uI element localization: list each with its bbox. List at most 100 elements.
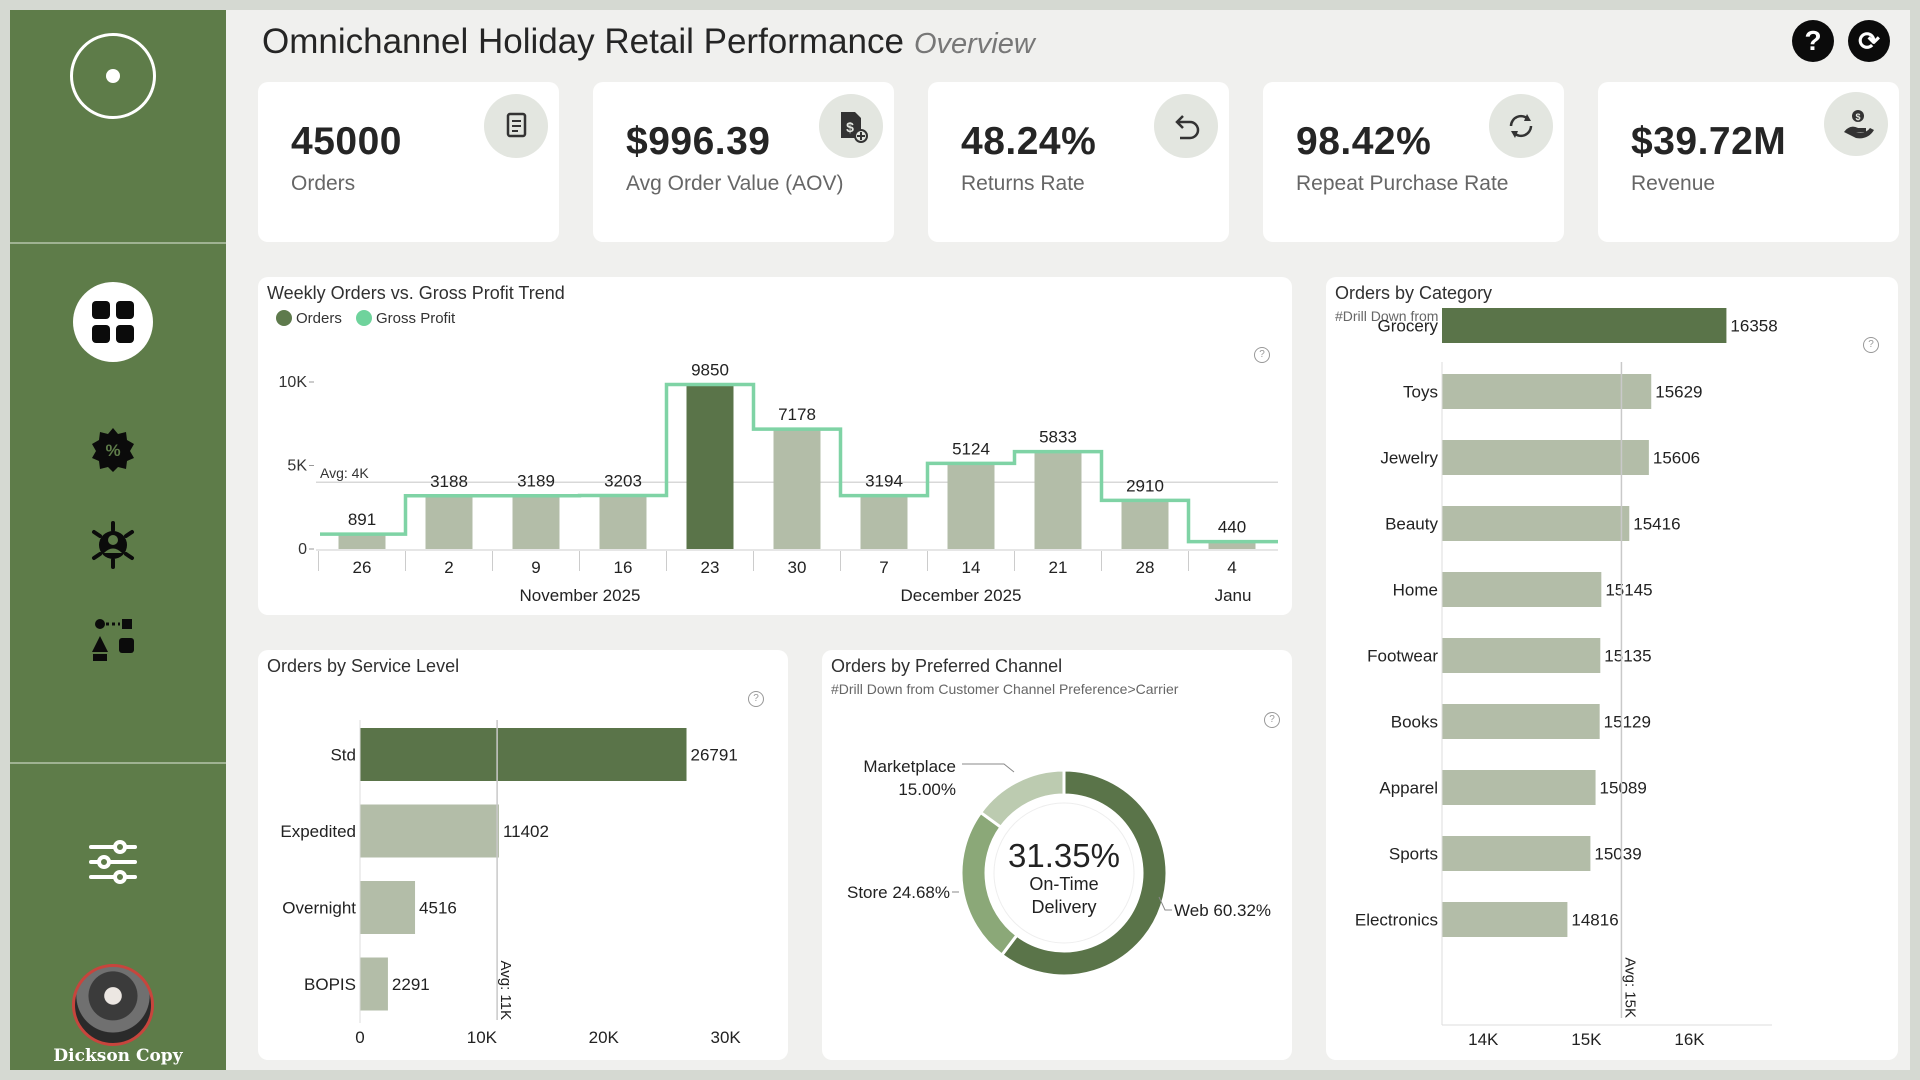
x-tick-label: 2 xyxy=(444,558,453,577)
x-tick-label: 26 xyxy=(353,558,372,577)
filter-sliders-icon[interactable] xyxy=(88,837,138,887)
center-value: 31.35% xyxy=(1008,837,1120,874)
help-button[interactable]: ? xyxy=(1792,20,1834,62)
bar-orders-9 xyxy=(512,495,560,549)
bar-orders-21 xyxy=(1034,451,1082,549)
legend-label-gross-profit: Gross Profit xyxy=(376,310,456,327)
kpi-label: Avg Order Value (AOV) xyxy=(626,172,844,195)
nav-dashboard-button[interactable] xyxy=(73,282,153,362)
x-tick-label: 23 xyxy=(701,558,720,577)
category-label: Grocery xyxy=(1378,317,1439,336)
refresh-button[interactable]: ⟳ xyxy=(1848,20,1890,62)
data-label: 16358 xyxy=(1730,317,1777,336)
customer-network-icon[interactable] xyxy=(88,520,138,570)
data-label: 5833 xyxy=(1039,428,1077,447)
category-label: Apparel xyxy=(1379,779,1438,798)
discount-badge-icon[interactable]: % xyxy=(90,426,136,472)
data-label: 9850 xyxy=(691,361,729,380)
bar-bopis xyxy=(360,957,388,1011)
workflow-icon[interactable] xyxy=(90,616,136,662)
slice-label: Web 60.32% xyxy=(1174,901,1271,920)
help-icon[interactable]: ? xyxy=(1254,347,1270,363)
center-label: Delivery xyxy=(1031,897,1096,917)
data-label: 3194 xyxy=(865,472,903,491)
x-tick-label: 10K xyxy=(467,1028,498,1047)
bar-beauty xyxy=(1442,506,1630,541)
gross-profit-step-line xyxy=(320,382,1278,544)
receipt-icon xyxy=(484,94,548,158)
bar-home xyxy=(1442,572,1602,607)
center-label: On-Time xyxy=(1029,874,1098,894)
data-label: 14816 xyxy=(1571,911,1618,930)
help-icon[interactable]: ? xyxy=(748,691,764,707)
category-label: Footwear xyxy=(1367,647,1438,666)
dashboard-grid-icon xyxy=(92,301,134,343)
avatar[interactable] xyxy=(72,964,154,1046)
legend-label-orders: Orders xyxy=(296,310,342,327)
service-level-chart: Std 26791 Expedited 11402 Overnight 4516 BOPIS… xyxy=(280,720,742,1047)
data-label: 3189 xyxy=(517,472,555,491)
x-tick-label: 15K xyxy=(1571,1030,1602,1049)
x-month-label: December 2025 xyxy=(901,586,1022,605)
page-subtitle: Overview xyxy=(913,28,1035,60)
average-label: Avg: 15K xyxy=(1621,957,1638,1018)
weekly-trend-chart: 0 5K 10K Avg: 4K 891 26 3188 2 3189 9 3203 16 9850 23… xyxy=(279,361,1278,605)
bar-overnight xyxy=(360,881,416,934)
data-label: 4516 xyxy=(419,899,457,918)
data-label: 891 xyxy=(348,510,376,529)
average-label: Avg: 4K xyxy=(320,465,369,481)
bar-orders-30 xyxy=(773,429,821,549)
help-icon[interactable]: ? xyxy=(1264,712,1280,728)
x-tick-label: 30K xyxy=(711,1028,742,1047)
data-label: 15629 xyxy=(1655,383,1702,402)
x-tick-label: 30 xyxy=(788,558,807,577)
service-level-panel: Orders by Service Level ? Std 26791 Expedi… xyxy=(258,650,788,1060)
kpi-card-repeat-purchase-rate: 98.42% Repeat Purchase Rate xyxy=(1263,82,1564,242)
kpi-card-revenue: $39.72M Revenue $ xyxy=(1598,82,1899,242)
bar-std xyxy=(360,728,687,781)
channel-panel: Orders by Preferred Channel #Drill Down … xyxy=(822,650,1292,1060)
category-label: Books xyxy=(1391,713,1438,732)
kpi-label: Revenue xyxy=(1631,172,1716,195)
data-label: 5124 xyxy=(952,439,990,458)
category-label: Expedited xyxy=(280,822,356,841)
bar-orders-4 xyxy=(1208,541,1256,549)
bar-footwear xyxy=(1442,638,1601,673)
category-label: Std xyxy=(330,746,356,765)
y-tick-label: 10K xyxy=(279,374,308,391)
data-label: 2291 xyxy=(392,975,430,994)
category-chart: Grocery 16358 Toys 15629 Jewelry 15606 Beauty 1… xyxy=(1355,308,1778,1049)
x-tick-label: 7 xyxy=(879,558,888,577)
category-label: Jewelry xyxy=(1380,449,1438,468)
y-tick-label: 5K xyxy=(287,458,307,475)
chart-title: Weekly Orders vs. Gross Profit Trend xyxy=(267,283,565,303)
chart-title: Orders by Preferred Channel xyxy=(831,656,1063,676)
x-tick-label: 16K xyxy=(1674,1030,1705,1049)
x-tick-label: 9 xyxy=(531,558,540,577)
bar-electronics xyxy=(1442,902,1568,937)
return-arrow-icon xyxy=(1154,94,1218,158)
bar-jewelry xyxy=(1442,440,1649,475)
logo-icon[interactable] xyxy=(70,33,156,119)
money-doc-icon: $ xyxy=(819,94,883,158)
data-label: 3188 xyxy=(430,472,468,491)
bar-sports xyxy=(1442,836,1591,871)
x-month-label: Janu xyxy=(1215,586,1252,605)
data-label: 26791 xyxy=(691,746,738,765)
category-label: Sports xyxy=(1389,845,1438,864)
chart-title: Orders by Service Level xyxy=(267,656,460,676)
kpi-value: $996.39 xyxy=(626,120,771,163)
bar-toys xyxy=(1442,374,1652,409)
kpi-card-orders: 45000 Orders xyxy=(258,82,559,242)
x-tick-label: 4 xyxy=(1227,558,1236,577)
average-label: Avg: 11K xyxy=(497,961,514,1021)
leader-line xyxy=(962,763,1015,773)
bar-apparel xyxy=(1442,770,1596,805)
chart-subtitle: #Drill Down from Customer Channel Prefer… xyxy=(831,681,1179,697)
kpi-card-returns-rate: 48.24% Returns Rate xyxy=(928,82,1229,242)
help-icon[interactable]: ? xyxy=(1863,337,1879,353)
bar-books xyxy=(1442,704,1600,739)
bar-orders-26 xyxy=(338,534,386,549)
x-tick-label: 20K xyxy=(589,1028,620,1047)
data-label: 15145 xyxy=(1605,581,1652,600)
